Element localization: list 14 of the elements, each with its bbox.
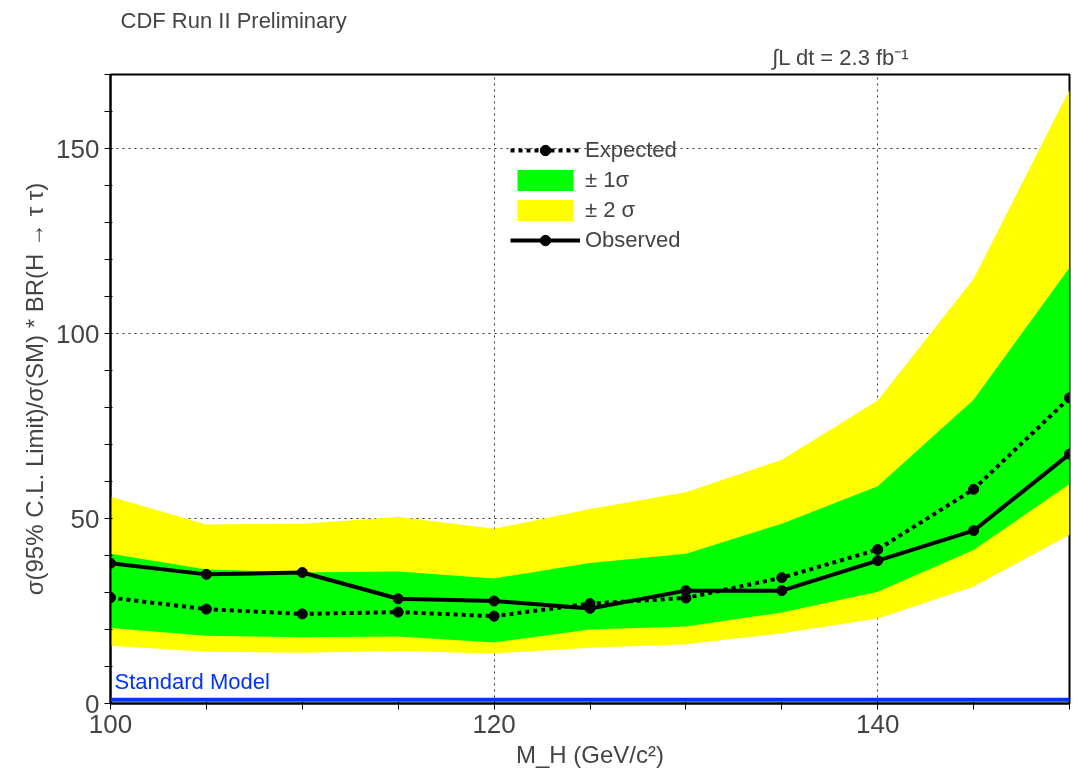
- legend-label: ± 1σ: [585, 167, 629, 193]
- legend-label: Expected: [585, 137, 677, 163]
- legend-label: ± 2 σ: [585, 197, 636, 223]
- text: ∫L dt = 2.3 fb⁻¹: [770, 44, 909, 70]
- ref-line-label: Standard Model: [114, 668, 270, 694]
- y-tick-label: 100: [56, 318, 100, 349]
- x-tick-label: 120: [472, 708, 516, 739]
- x-axis-title: M_H (GeV/c²): [516, 740, 665, 768]
- y-tick-label: 150: [56, 133, 100, 164]
- chart-title: CDF Run II Preliminary: [120, 7, 347, 33]
- y-axis-title: σ(95% C.L. Limit)/σ(SM) * BR(H → τ τ): [21, 182, 49, 596]
- y-tick-label: 50: [70, 503, 100, 534]
- legend-label: Observed: [585, 227, 681, 253]
- x-tick-label: 140: [856, 708, 900, 739]
